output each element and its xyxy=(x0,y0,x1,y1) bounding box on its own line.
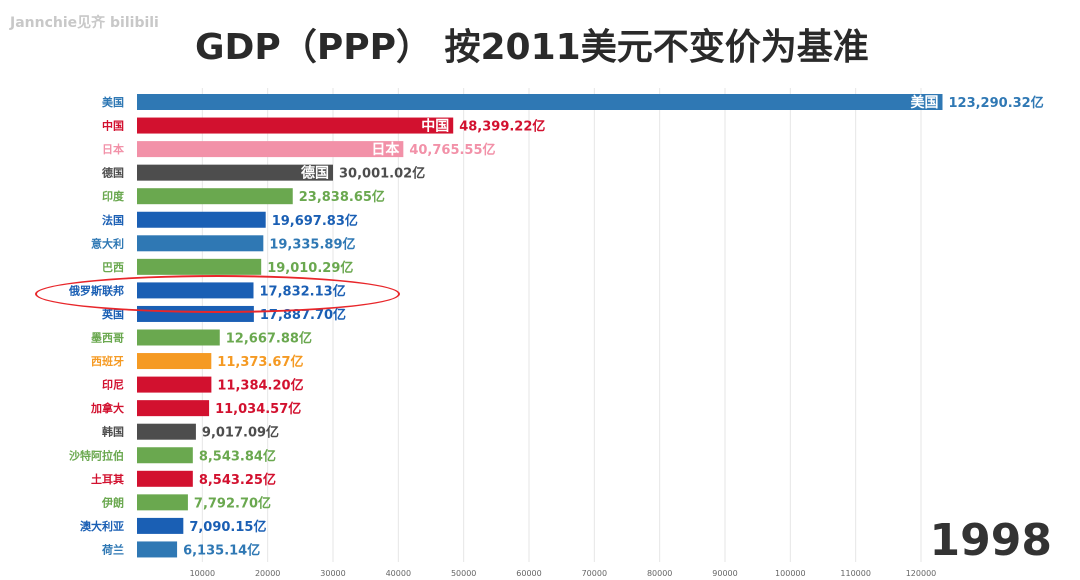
category-label: 英国 xyxy=(101,307,124,321)
value-label: 123,290.32亿 xyxy=(948,95,1043,111)
bar-2 xyxy=(137,141,404,158)
x-tick-label: 90000 xyxy=(712,569,737,578)
x-tick-label: 50000 xyxy=(451,569,476,578)
category-label: 西班牙 xyxy=(91,354,124,368)
highlight-ellipse xyxy=(35,275,400,313)
bar-13 xyxy=(137,400,210,417)
category-label: 沙特阿拉伯 xyxy=(69,448,124,462)
x-axis-ticks: 10000 20000 30000 40000 50000 60000 70000 80000… xyxy=(190,569,937,578)
category-label: 法国 xyxy=(102,213,124,227)
category-label: 美国 xyxy=(102,95,124,109)
x-tick-label: 70000 xyxy=(582,569,607,578)
bar-3 xyxy=(137,164,334,181)
value-label: 8,543.84亿 xyxy=(199,448,276,464)
bar-5 xyxy=(137,211,266,228)
category-label: 澳大利亚 xyxy=(80,519,124,533)
value-label: 40,765.55亿 xyxy=(409,142,495,158)
value-label: 8,543.25亿 xyxy=(199,472,276,488)
bar-17 xyxy=(137,494,188,511)
bar-18 xyxy=(137,517,184,534)
value-label: 11,384.20亿 xyxy=(217,378,303,394)
bar-1 xyxy=(137,117,454,134)
value-label: 7,090.15亿 xyxy=(189,519,266,535)
bar-11 xyxy=(137,353,212,370)
value-label: 19,335.89亿 xyxy=(269,236,355,252)
value-label: 19,697.83亿 xyxy=(272,213,358,229)
value-label: 9,017.09亿 xyxy=(202,425,279,441)
value-label: 48,399.22亿 xyxy=(459,119,545,135)
category-labels: 美国中国日本德国印度法国意大利巴西俄罗斯联邦英国墨西哥西班牙印尼加拿大韩国沙特阿… xyxy=(68,95,125,556)
bar-inside-label: 中国 xyxy=(421,118,449,135)
category-label: 加拿大 xyxy=(90,401,124,415)
category-label: 印度 xyxy=(102,189,125,203)
bar-16 xyxy=(137,470,193,487)
x-tick-label: 40000 xyxy=(386,569,411,578)
value-label: 6,135.14亿 xyxy=(183,542,260,558)
x-tick-label: 60000 xyxy=(516,569,541,578)
value-label: 30,001.02亿 xyxy=(339,166,425,182)
watermark: Jannchie见齐 bilibili xyxy=(10,15,159,31)
category-label: 伊朗 xyxy=(101,495,124,509)
x-tick-label: 80000 xyxy=(647,569,672,578)
category-label: 巴西 xyxy=(102,261,124,274)
category-label: 墨西哥 xyxy=(91,332,124,345)
bar-6 xyxy=(137,235,264,252)
value-label: 19,010.29亿 xyxy=(267,260,353,276)
chart-title: GDP（PPP） 按2011美元不变价为基准 xyxy=(195,27,869,68)
category-label: 中国 xyxy=(102,119,124,133)
year-label: 1998 xyxy=(929,515,1052,566)
x-tick-label: 110000 xyxy=(840,569,871,578)
x-tick-label: 100000 xyxy=(775,569,806,578)
category-label: 韩国 xyxy=(102,425,124,439)
bar-4 xyxy=(137,188,293,205)
gridlines xyxy=(201,88,922,562)
bar-inside-label: 德国 xyxy=(301,165,329,182)
bar-inside-label: 日本 xyxy=(371,141,400,158)
bar-12 xyxy=(137,376,212,393)
bar-0 xyxy=(137,94,943,110)
category-label: 日本 xyxy=(102,142,124,156)
x-tick-label: 120000 xyxy=(906,569,937,578)
value-label: 7,792.70亿 xyxy=(194,495,271,511)
category-label: 土耳其 xyxy=(91,472,124,486)
value-label: 12,667.88亿 xyxy=(226,331,312,347)
bar-10 xyxy=(137,329,220,346)
category-label: 德国 xyxy=(101,166,124,180)
bar-19 xyxy=(137,541,178,558)
value-label: 11,034.57亿 xyxy=(215,401,301,417)
value-label: 23,838.65亿 xyxy=(299,189,385,205)
bar-14 xyxy=(137,423,196,440)
bars xyxy=(137,94,943,558)
bar-15 xyxy=(137,447,193,464)
category-label: 意大利 xyxy=(91,236,124,250)
bar-7 xyxy=(137,258,262,275)
category-label: 印尼 xyxy=(102,379,124,392)
x-tick-label: 20000 xyxy=(255,569,280,578)
x-tick-label: 10000 xyxy=(190,569,215,578)
bar-inside-label: 美国 xyxy=(910,94,938,111)
category-label: 荷兰 xyxy=(101,542,124,556)
x-tick-label: 30000 xyxy=(320,569,345,578)
value-label: 11,373.67亿 xyxy=(217,354,303,370)
